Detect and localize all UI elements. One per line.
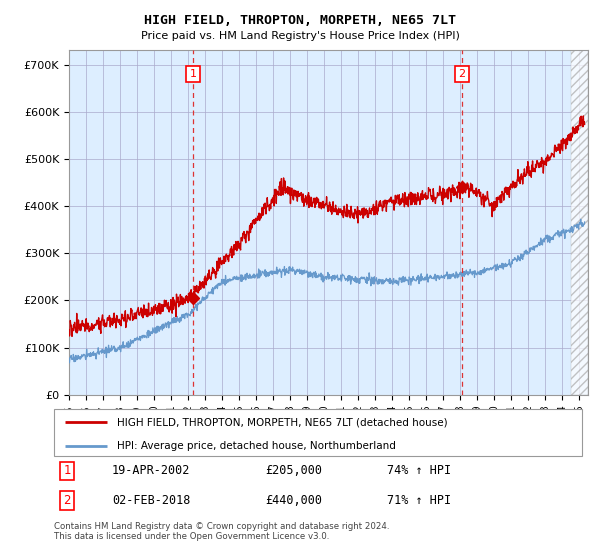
Text: 71% ↑ HPI: 71% ↑ HPI bbox=[386, 494, 451, 507]
Text: HIGH FIELD, THROPTON, MORPETH, NE65 7LT (detached house): HIGH FIELD, THROPTON, MORPETH, NE65 7LT … bbox=[118, 417, 448, 427]
Text: £440,000: £440,000 bbox=[265, 494, 322, 507]
Text: Price paid vs. HM Land Registry's House Price Index (HPI): Price paid vs. HM Land Registry's House … bbox=[140, 31, 460, 41]
Text: HIGH FIELD, THROPTON, MORPETH, NE65 7LT: HIGH FIELD, THROPTON, MORPETH, NE65 7LT bbox=[144, 14, 456, 27]
Text: £205,000: £205,000 bbox=[265, 464, 322, 478]
FancyBboxPatch shape bbox=[54, 409, 582, 456]
Text: 2: 2 bbox=[458, 69, 466, 79]
Text: Contains HM Land Registry data © Crown copyright and database right 2024.
This d: Contains HM Land Registry data © Crown c… bbox=[54, 522, 389, 542]
Text: 02-FEB-2018: 02-FEB-2018 bbox=[112, 494, 190, 507]
Bar bbox=[571, 50, 588, 395]
Text: 74% ↑ HPI: 74% ↑ HPI bbox=[386, 464, 451, 478]
Text: 2: 2 bbox=[64, 494, 71, 507]
Text: 19-APR-2002: 19-APR-2002 bbox=[112, 464, 190, 478]
Text: 1: 1 bbox=[64, 464, 71, 478]
Text: 1: 1 bbox=[190, 69, 197, 79]
Text: HPI: Average price, detached house, Northumberland: HPI: Average price, detached house, Nort… bbox=[118, 441, 396, 451]
